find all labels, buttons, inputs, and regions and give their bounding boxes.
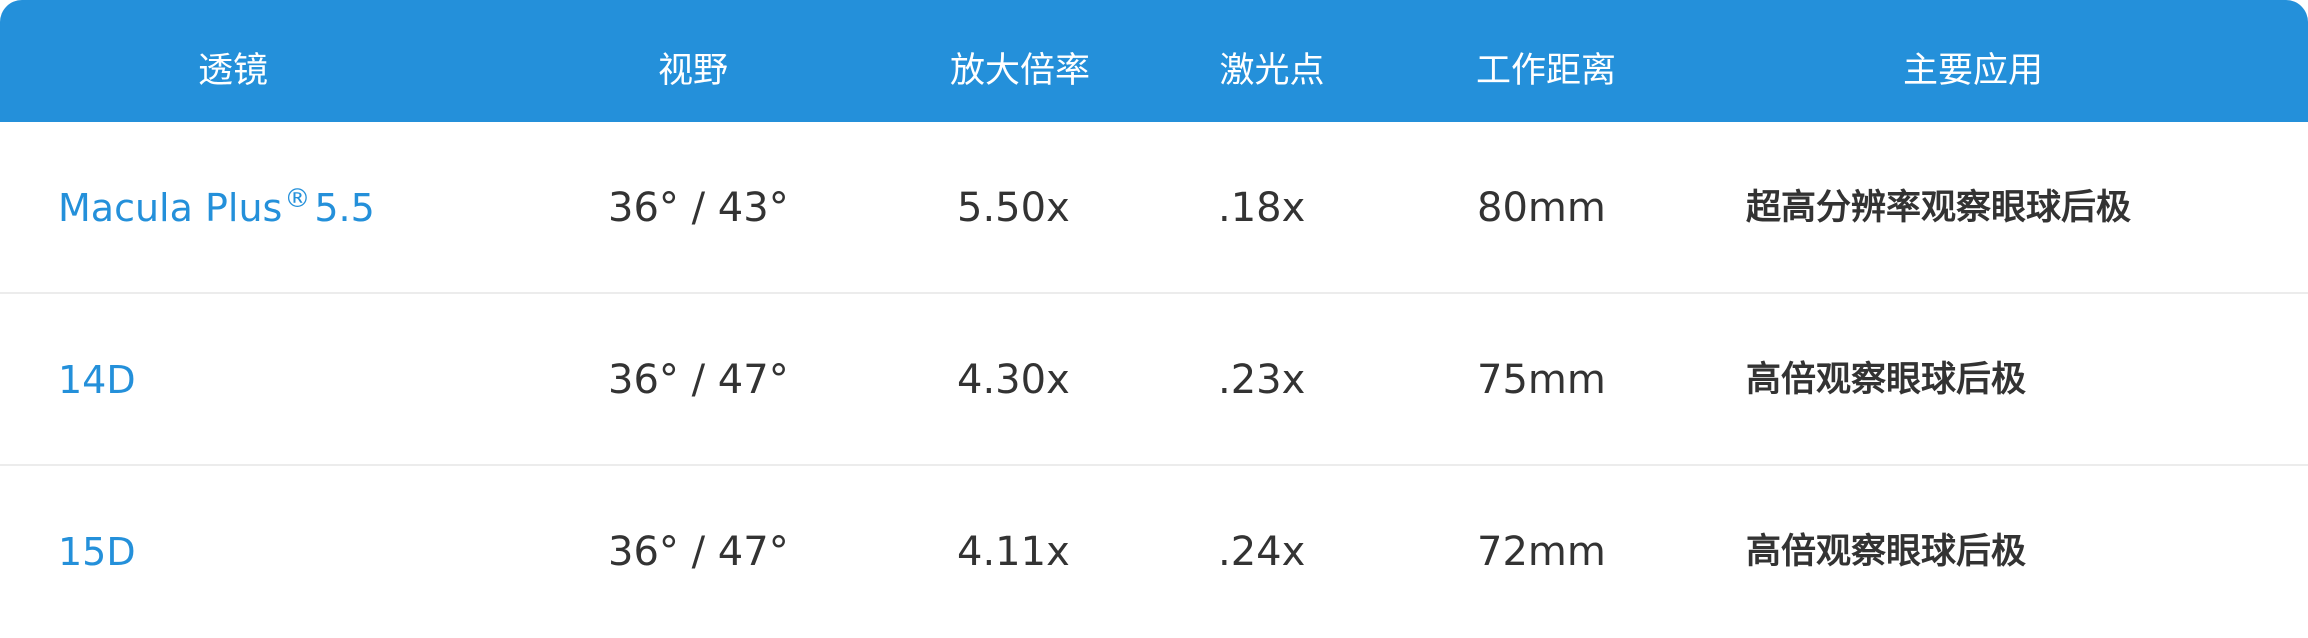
laser-spot-value: .23x	[1218, 357, 1306, 403]
lens-name-text: Macula Plus	[58, 186, 283, 230]
table-header: 透镜 视野 放大倍率 激光点 工作距离 主要应用	[0, 0, 2308, 122]
magnification-value: 5.50x	[957, 185, 1070, 231]
table-row: 15D 36° / 47° 4.11x .24x 72mm 高倍观察眼球后极	[0, 466, 2308, 638]
registered-mark: ®	[284, 184, 311, 214]
working-distance-value: 75mm	[1477, 357, 1606, 403]
laser-spot-value: .24x	[1218, 529, 1306, 575]
application-value: 高倍观察眼球后极	[1746, 360, 2027, 400]
fov-value: 36° / 43°	[608, 185, 789, 231]
application-value: 超高分辨率观察眼球后极	[1746, 188, 2132, 228]
magnification-value: 4.11x	[957, 529, 1070, 575]
table-row: Macula Plus® 5.5 36° / 43° 5.50x .18x 80m…	[0, 122, 2308, 294]
table-row: 14D 36° / 47° 4.30x .23x 75mm 高倍观察眼球后极	[0, 294, 2308, 466]
laser-spot-value: .18x	[1218, 185, 1306, 231]
working-distance-value: 80mm	[1477, 185, 1606, 231]
lens-name: Macula Plus® 5.5	[58, 122, 375, 285]
header-lens: 透镜	[197, 51, 269, 91]
lens-name: 15D	[58, 530, 136, 574]
header-working-distance: 工作距离	[1475, 51, 1617, 91]
working-distance-value: 72mm	[1477, 529, 1606, 575]
header-laser-spot: 激光点	[1219, 51, 1325, 91]
fov-value: 36° / 47°	[608, 529, 789, 575]
header-fov: 视野	[657, 51, 729, 91]
lens-name: 14D	[58, 358, 136, 402]
header-magnification: 放大倍率	[949, 51, 1091, 91]
application-value: 高倍观察眼球后极	[1746, 532, 2027, 572]
magnification-value: 4.30x	[957, 357, 1070, 403]
fov-value: 36° / 47°	[608, 357, 789, 403]
header-application: 主要应用	[1902, 51, 2044, 91]
lens-name-suffix: 5.5	[314, 186, 375, 230]
